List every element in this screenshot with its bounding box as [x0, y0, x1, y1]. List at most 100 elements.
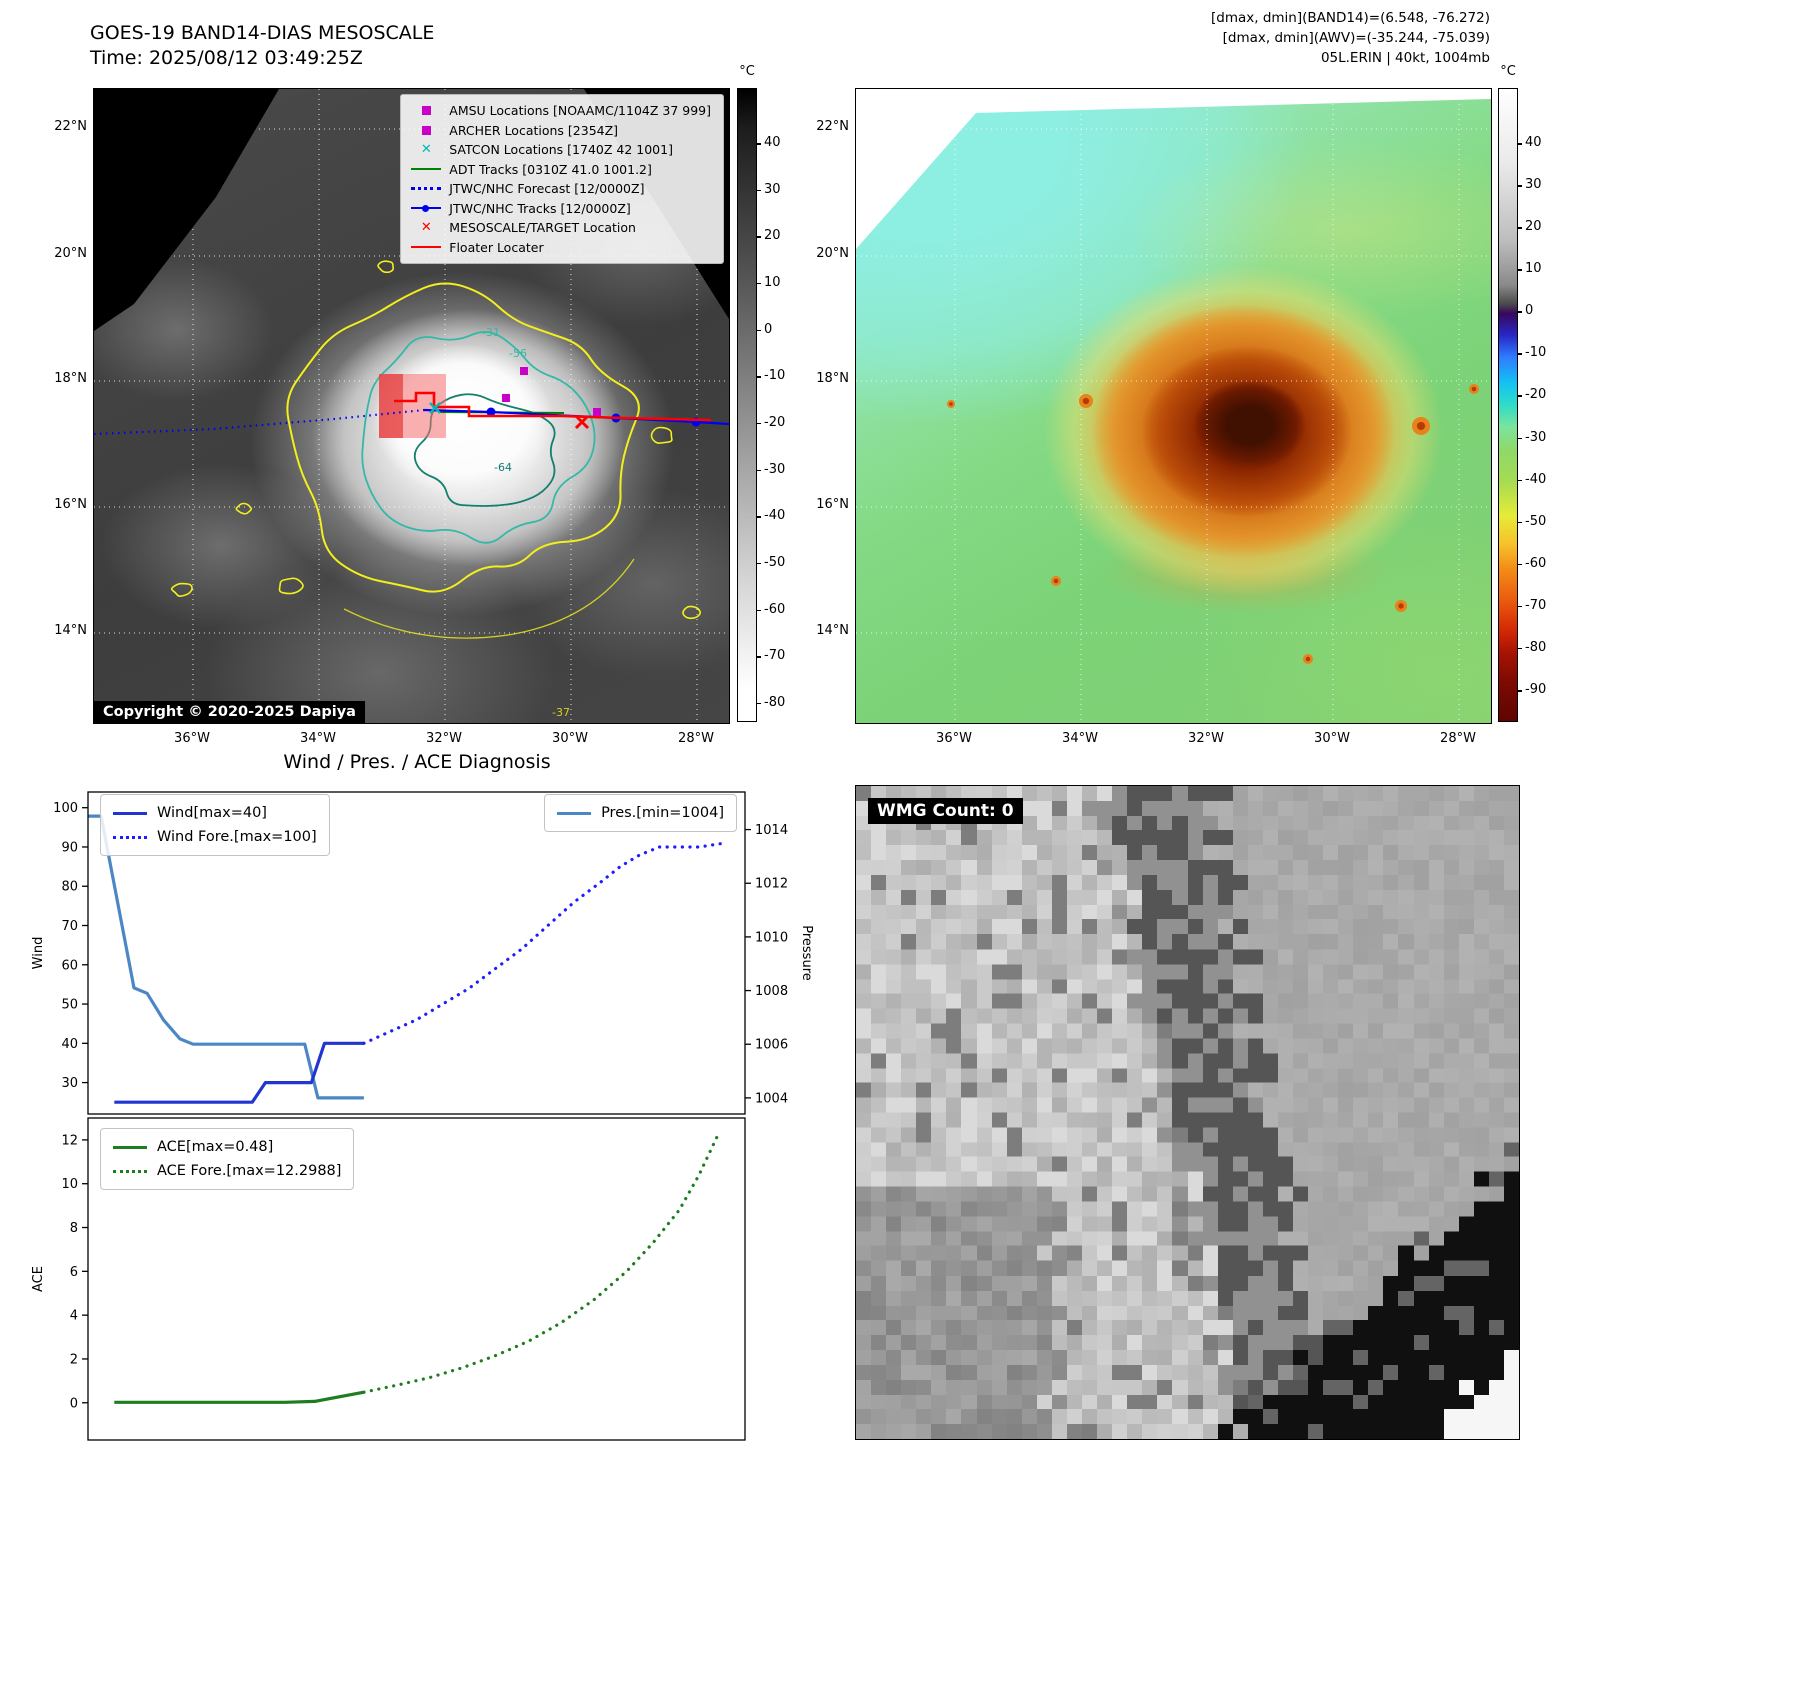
awv-map: [855, 88, 1492, 724]
contour-yellow-small: [278, 577, 304, 595]
legend-label: MESOSCALE/TARGET Location: [449, 220, 636, 236]
warm-speck-core: [1416, 421, 1426, 431]
colorbar-awv-tickmark: [1518, 521, 1522, 524]
legend-label: Floater Locater: [449, 239, 544, 255]
warm-speck-core: [1082, 397, 1090, 405]
colorbar-awv-tickmark: [1518, 311, 1522, 313]
colorbar-band14-tickmark: [757, 469, 761, 472]
colorbar-awv-tick-label: 10: [1525, 261, 1542, 277]
dmax-dmin-band14-readout: [dmax, dmin](BAND14)=(6.548, -76.272): [1210, 10, 1490, 26]
contour-yellow-small: [682, 605, 701, 620]
legend-line-swatch-icon: [113, 1145, 147, 1149]
warm-speck-core: [949, 402, 953, 406]
legend-label: AMSU Locations [NOAAMC/1104Z 37 999]: [449, 103, 711, 119]
colorbar-awv-tickmark: [1518, 185, 1522, 187]
legend-label: Wind Fore.[max=100]: [157, 829, 317, 845]
awv-map-overlay: [856, 89, 1491, 723]
floater-line: [394, 391, 712, 422]
colorbar-band14-tickmark: [757, 236, 761, 238]
colorbar-band14-tick-label: 0: [764, 321, 773, 337]
legend-item: Pres.[min=1004]: [557, 801, 724, 825]
legend-item: ACE[max=0.48]: [113, 1135, 341, 1159]
wmg-panel: WMG Count: 0: [855, 785, 1520, 1440]
band14-lon-tick-label: 28°W: [678, 731, 714, 746]
map-legend-item: Floater Locater: [407, 238, 711, 258]
legend-line-swatch-icon: [113, 835, 147, 839]
awv-lat-tick-label: 14°N: [816, 623, 849, 638]
amsu-archer-marker: [502, 394, 510, 402]
legend-marker-square-icon: [407, 106, 445, 116]
series-line: [114, 1390, 365, 1404]
y-tick-label: 12: [61, 1133, 78, 1148]
y-axis-title-right: Pressure: [799, 925, 814, 981]
colorbar-band14-tick-label: 40: [764, 135, 781, 150]
band14-lon-tick-label: 36°W: [174, 731, 210, 746]
target-x-marker: [574, 414, 590, 430]
colorbar-band14-tickmark: [757, 422, 761, 425]
y-tick-label: 30: [61, 1076, 78, 1091]
y-tick-label: 2: [70, 1352, 78, 1367]
map-legend-item: AMSU Locations [NOAAMC/1104Z 37 999]: [407, 101, 711, 121]
colorbar-awv-tickmark: [1518, 227, 1522, 229]
colorbar-awv-tickmark: [1518, 143, 1522, 145]
y-tick-right-label: 1004: [755, 1091, 788, 1106]
chart-legend: Pres.[min=1004]: [544, 794, 737, 832]
band14-lon-tick-label: 30°W: [552, 731, 588, 746]
legend-marker-line-icon: [407, 246, 445, 249]
scan-edge: [94, 89, 279, 331]
legend-line-swatch-icon: [557, 811, 592, 815]
jtwc-track-point: [486, 407, 496, 417]
colorbar-band14-tick-label: 10: [764, 274, 781, 290]
amsu-archer-marker: [520, 367, 528, 375]
band14-map: -31 -56 -64 -37 AMSU Locations [NOAAMC/1104…: [93, 88, 730, 724]
colorbar-band14-tick-label: 20: [764, 228, 781, 244]
colorbar-band14-tick-label: -40: [764, 508, 786, 524]
contour-value-label: -37: [552, 706, 570, 719]
storm-id-intensity: 05L.ERIN | 40kt, 1004mb: [1320, 50, 1490, 66]
colorbar-awv-tickmark: [1518, 353, 1522, 355]
y-tick-label: 40: [61, 1037, 78, 1052]
y-axis-title: ACE: [31, 1266, 46, 1292]
awv-lat-tick-label: 20°N: [816, 246, 849, 261]
map-legend-item: ✕ SATCON Locations [1740Z 42 1001]: [407, 140, 711, 160]
y-tick-right-label: 1010: [755, 930, 788, 945]
colorbar-awv-tickmark: [1518, 563, 1522, 566]
contour-value-label: -31: [482, 326, 500, 339]
colorbar-awv-tick-label: -20: [1525, 387, 1547, 403]
legend-item: Wind Fore.[max=100]: [113, 825, 317, 849]
colorbar-awv-tick-label: -80: [1525, 639, 1547, 655]
y-tick-label: 90: [61, 840, 78, 855]
y-axis-title: Wind: [31, 937, 46, 970]
map-legend: AMSU Locations [NOAAMC/1104Z 37 999] ARCH…: [400, 94, 724, 264]
contour-fringe: [343, 558, 635, 639]
legend-label: SATCON Locations [1740Z 42 1001]: [449, 142, 673, 158]
awv-lon-tick-label: 30°W: [1314, 731, 1350, 746]
legend-label: ARCHER Locations [2354Z]: [449, 122, 619, 138]
legend-marker-x-icon: ✕: [420, 142, 432, 158]
legend-marker-dotted-icon: [407, 187, 445, 191]
legend-line-swatch-icon: [113, 811, 147, 815]
series-line: [88, 814, 364, 1100]
legend-label: JTWC/NHC Forecast [12/0000Z]: [449, 181, 645, 197]
colorbar-awv-tickmark: [1518, 647, 1522, 650]
warm-speck-core: [1053, 578, 1059, 584]
band14-time: Time: 2025/08/12 03:49:25Z: [90, 47, 363, 69]
map-legend-item: ADT Tracks [0310Z 41.0 1001.2]: [407, 160, 711, 180]
contour-yellow-small: [170, 582, 193, 597]
y-tick-label: 80: [61, 880, 78, 895]
awv-lat-tick-label: 22°N: [816, 119, 849, 134]
wmg-count-label: WMG Count: 0: [868, 798, 1023, 824]
band14-lat-tick-label: 16°N: [54, 497, 87, 512]
warm-speck-core: [1305, 656, 1311, 662]
colorbar-band14: [737, 88, 757, 722]
awv-lon-tick-label: 32°W: [1188, 731, 1224, 746]
plot-frame: [87, 1117, 746, 1441]
scan-edge: [856, 89, 1491, 249]
legend-marker-line-icon: [407, 168, 445, 171]
map-legend-item: ✕ MESOSCALE/TARGET Location: [407, 218, 711, 238]
colorbar-awv-tick-label: 0: [1525, 303, 1534, 319]
colorbar-awv-tick-label: -70: [1525, 597, 1547, 613]
colorbar-awv-tickmark: [1518, 395, 1522, 397]
legend-label: Pres.[min=1004]: [601, 805, 724, 821]
colorbar-band14-tick-label: -70: [764, 648, 786, 664]
